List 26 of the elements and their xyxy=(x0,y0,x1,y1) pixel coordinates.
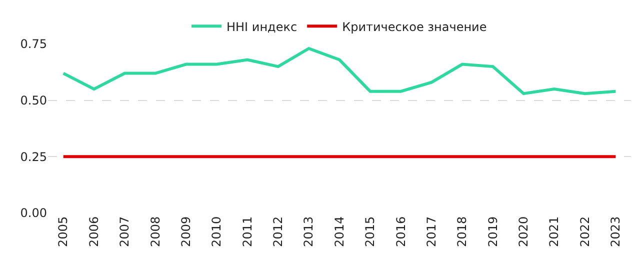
x-tick-label: 2017 xyxy=(424,216,438,247)
y-tick-label: 0.25 xyxy=(20,150,47,164)
x-tick-label: 2015 xyxy=(363,216,378,247)
x-tick-label: 2016 xyxy=(394,216,408,247)
x-tick-label: 2020 xyxy=(516,216,531,247)
legend-label: HHI индекс xyxy=(226,20,298,34)
legend-label: Критическое значение xyxy=(342,20,487,34)
x-tick-label: 2013 xyxy=(302,216,316,247)
x-tick-label: 2010 xyxy=(210,216,224,247)
x-tick-label: 2007 xyxy=(118,216,132,247)
x-tick-label: 2021 xyxy=(547,216,562,247)
x-tick-label: 2022 xyxy=(578,216,592,247)
y-tick-label: 0.00 xyxy=(20,206,47,220)
x-tick-label: 2014 xyxy=(332,216,346,247)
x-tick-label: 2008 xyxy=(148,216,162,247)
x-tick-label: 2011 xyxy=(240,216,254,247)
line-series xyxy=(62,47,618,96)
x-tick-label: 2012 xyxy=(271,216,286,247)
x-tick-label: 2009 xyxy=(178,216,193,247)
y-tick-label: 0.75 xyxy=(20,37,47,52)
x-tick-label: 2006 xyxy=(86,216,101,247)
x-tick-label: 2019 xyxy=(486,216,500,247)
x-tick-label: 2005 xyxy=(56,216,70,247)
x-tick-label: 2023 xyxy=(608,216,623,247)
y-tick-label: 0.50 xyxy=(20,94,47,108)
x-tick-label: 2018 xyxy=(455,216,470,247)
